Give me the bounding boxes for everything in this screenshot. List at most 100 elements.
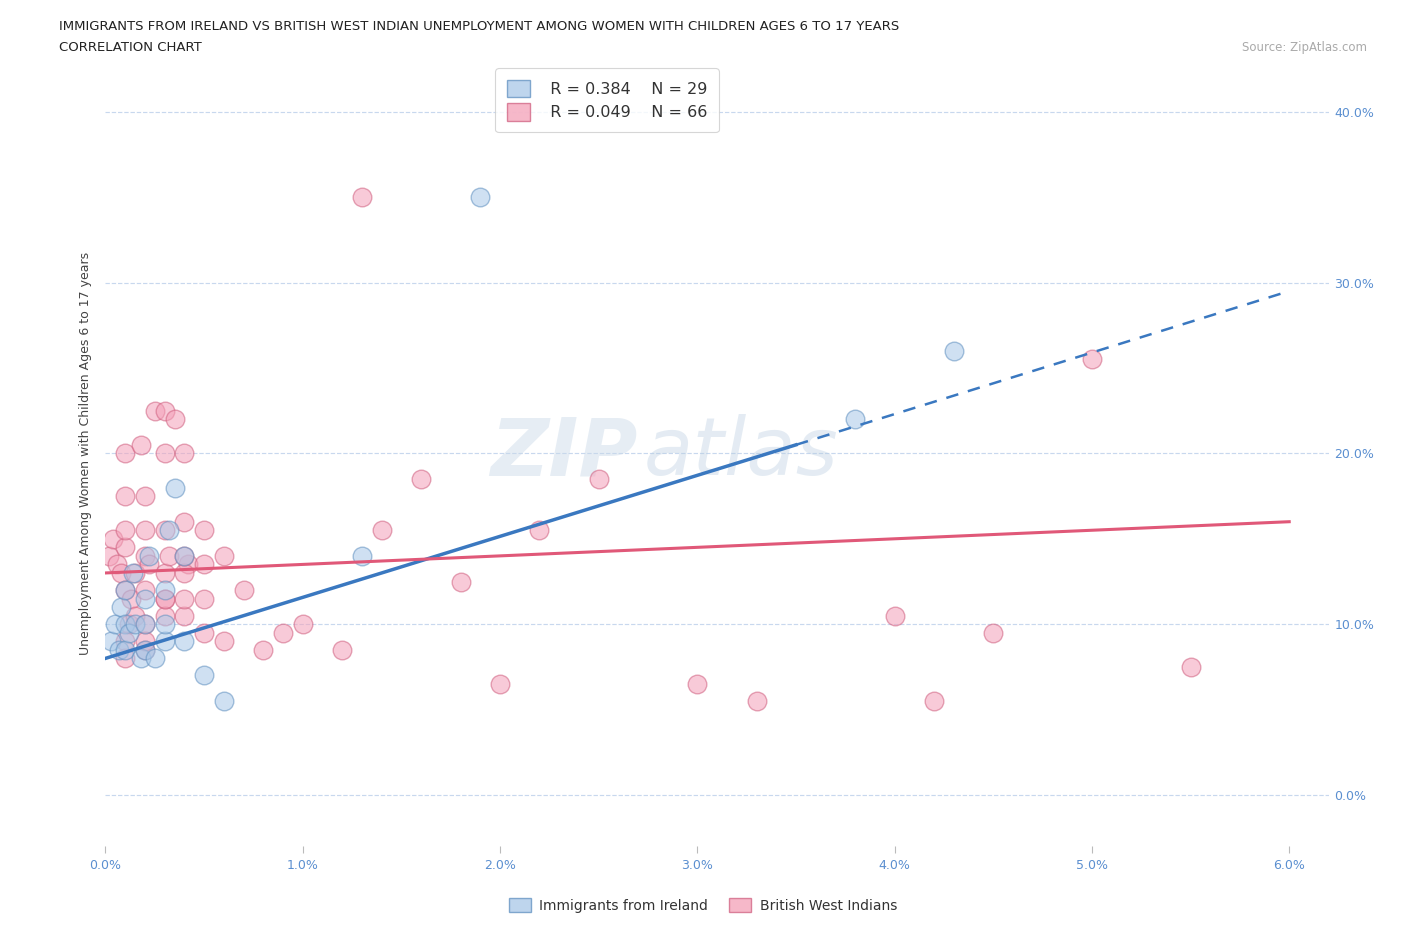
Point: [922, 694, 945, 709]
Point: [163, 412, 186, 427]
Point: [134, 549, 156, 564]
Point: [129, 437, 152, 452]
Point: [124, 565, 146, 580]
Point: [114, 617, 136, 631]
Point: [124, 617, 146, 631]
Point: [177, 557, 200, 572]
Point: [114, 523, 136, 538]
Point: [143, 651, 166, 666]
Point: [193, 523, 215, 538]
Point: [110, 600, 132, 615]
Point: [1180, 659, 1202, 674]
Point: [212, 694, 235, 709]
Point: [118, 617, 141, 631]
Legend: Immigrants from Ireland, British West Indians: Immigrants from Ireland, British West In…: [503, 893, 903, 919]
Point: [134, 643, 156, 658]
Point: [193, 668, 215, 683]
Y-axis label: Unemployment Among Women with Children Ages 6 to 17 years: Unemployment Among Women with Children A…: [79, 252, 93, 655]
Text: Source: ZipAtlas.com: Source: ZipAtlas.com: [1241, 41, 1367, 54]
Point: [350, 190, 373, 205]
Point: [173, 591, 195, 606]
Point: [153, 591, 176, 606]
Text: ZIP: ZIP: [491, 415, 637, 492]
Point: [470, 190, 492, 205]
Point: [153, 565, 176, 580]
Point: [212, 634, 235, 649]
Point: [157, 523, 180, 538]
Point: [173, 608, 195, 623]
Point: [153, 617, 176, 631]
Point: [114, 634, 136, 649]
Text: IMMIGRANTS FROM IRELAND VS BRITISH WEST INDIAN UNEMPLOYMENT AMONG WOMEN WITH CHI: IMMIGRANTS FROM IRELAND VS BRITISH WEST …: [59, 20, 900, 33]
Point: [252, 643, 274, 658]
Point: [370, 523, 392, 538]
Point: [114, 488, 136, 503]
Point: [157, 549, 180, 564]
Point: [114, 540, 136, 555]
Point: [138, 557, 160, 572]
Point: [153, 446, 176, 461]
Point: [134, 617, 156, 631]
Point: [232, 582, 254, 597]
Point: [686, 676, 709, 691]
Point: [138, 549, 160, 564]
Point: [981, 625, 1004, 640]
Point: [193, 557, 215, 572]
Point: [173, 634, 195, 649]
Legend:   R = 0.384    N = 29,   R = 0.049    N = 66: R = 0.384 N = 29, R = 0.049 N = 66: [495, 69, 718, 132]
Point: [173, 565, 195, 580]
Point: [1081, 352, 1104, 366]
Point: [134, 617, 156, 631]
Point: [153, 634, 176, 649]
Point: [844, 412, 866, 427]
Point: [291, 617, 314, 631]
Point: [98, 549, 121, 564]
Point: [153, 582, 176, 597]
Point: [114, 582, 136, 597]
Point: [134, 591, 156, 606]
Point: [124, 608, 146, 623]
Point: [104, 617, 127, 631]
Point: [120, 591, 142, 606]
Point: [193, 625, 215, 640]
Point: [114, 643, 136, 658]
Point: [330, 643, 353, 658]
Point: [450, 574, 472, 589]
Point: [134, 643, 156, 658]
Point: [153, 591, 176, 606]
Point: [489, 676, 512, 691]
Point: [134, 523, 156, 538]
Point: [143, 404, 166, 418]
Point: [134, 488, 156, 503]
Point: [118, 625, 141, 640]
Point: [173, 514, 195, 529]
Point: [193, 591, 215, 606]
Point: [105, 557, 128, 572]
Point: [173, 549, 195, 564]
Point: [163, 480, 186, 495]
Point: [942, 343, 965, 358]
Point: [122, 565, 145, 580]
Point: [114, 651, 136, 666]
Point: [153, 608, 176, 623]
Point: [110, 565, 132, 580]
Point: [108, 643, 131, 658]
Point: [173, 446, 195, 461]
Point: [153, 404, 176, 418]
Point: [588, 472, 610, 486]
Point: [883, 608, 905, 623]
Point: [153, 523, 176, 538]
Point: [134, 582, 156, 597]
Point: [411, 472, 433, 486]
Point: [350, 549, 373, 564]
Point: [271, 625, 294, 640]
Point: [100, 634, 122, 649]
Point: [134, 634, 156, 649]
Point: [103, 531, 125, 546]
Point: [114, 582, 136, 597]
Point: [114, 446, 136, 461]
Text: CORRELATION CHART: CORRELATION CHART: [59, 41, 202, 54]
Point: [745, 694, 768, 709]
Point: [529, 523, 551, 538]
Point: [129, 651, 152, 666]
